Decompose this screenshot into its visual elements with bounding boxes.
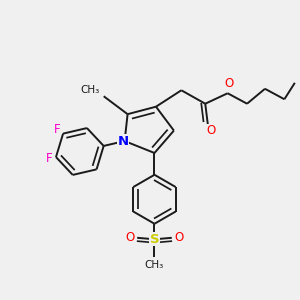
Text: O: O (125, 231, 135, 244)
Text: S: S (150, 233, 159, 246)
Text: O: O (174, 231, 183, 244)
Text: F: F (46, 152, 53, 165)
Text: CH₃: CH₃ (145, 260, 164, 270)
Text: F: F (53, 123, 60, 136)
Text: CH₃: CH₃ (80, 85, 99, 95)
Text: N: N (118, 134, 129, 148)
Text: O: O (224, 77, 234, 90)
Text: O: O (207, 124, 216, 137)
